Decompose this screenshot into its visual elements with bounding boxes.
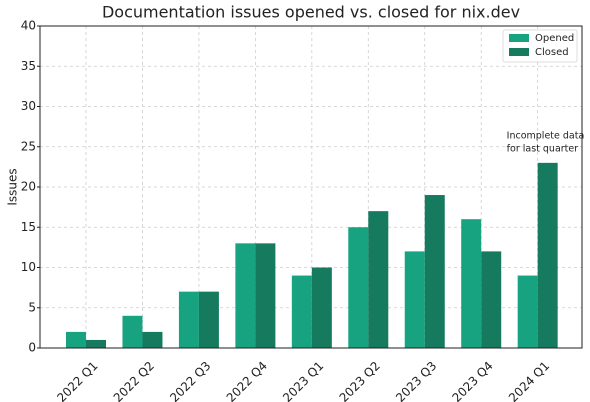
legend: Opened Closed	[502, 29, 578, 63]
bar	[537, 162, 558, 348]
y-tick-label: 25	[21, 139, 36, 153]
x-tick-label: 2024 Q1	[506, 359, 552, 402]
legend-label: Closed	[535, 47, 569, 58]
annotation: for last quarter	[507, 144, 579, 155]
y-tick-label: 5	[28, 300, 36, 314]
legend-swatch	[509, 34, 529, 42]
x-tick-label: 2023 Q1	[280, 359, 326, 402]
chart-title: Documentation issues opened vs. closed f…	[102, 3, 520, 22]
y-tick-label: 10	[21, 260, 36, 274]
bar	[481, 251, 502, 348]
y-tick-label: 0	[28, 341, 36, 355]
y-axis-label: Issues	[6, 168, 20, 205]
bar	[311, 267, 332, 348]
bar	[178, 291, 199, 348]
y-tick-label: 20	[21, 180, 36, 194]
x-tick-label: 2022 Q2	[111, 359, 157, 402]
legend-swatch	[509, 48, 529, 56]
bar	[348, 227, 369, 348]
bar	[461, 219, 482, 348]
x-tick-label: 2022 Q4	[224, 359, 270, 402]
bar	[255, 243, 276, 348]
y-tick-label: 15	[21, 220, 36, 234]
annotation: Incomplete data	[507, 131, 585, 142]
y-tick-label: 30	[21, 99, 36, 113]
x-tick-label: 2023 Q3	[393, 359, 439, 402]
bar	[142, 331, 163, 348]
bar	[122, 315, 143, 348]
bar	[86, 339, 106, 348]
x-tick-label: 2022 Q3	[167, 359, 213, 402]
y-tick-label: 35	[21, 59, 36, 73]
bar	[291, 275, 312, 348]
bar	[404, 251, 425, 348]
x-tick-label: 2022 Q1	[54, 359, 100, 402]
bar	[517, 275, 538, 348]
bar	[424, 195, 445, 348]
bar	[198, 291, 219, 348]
y-tick-label: 40	[21, 19, 36, 33]
x-tick-label: 2023 Q2	[337, 359, 383, 402]
legend-label: Opened	[535, 33, 574, 44]
bar	[368, 211, 389, 348]
bar	[66, 331, 86, 348]
plot-frame	[39, 25, 583, 349]
bar	[235, 243, 256, 348]
x-tick-label: 2023 Q4	[450, 359, 496, 402]
